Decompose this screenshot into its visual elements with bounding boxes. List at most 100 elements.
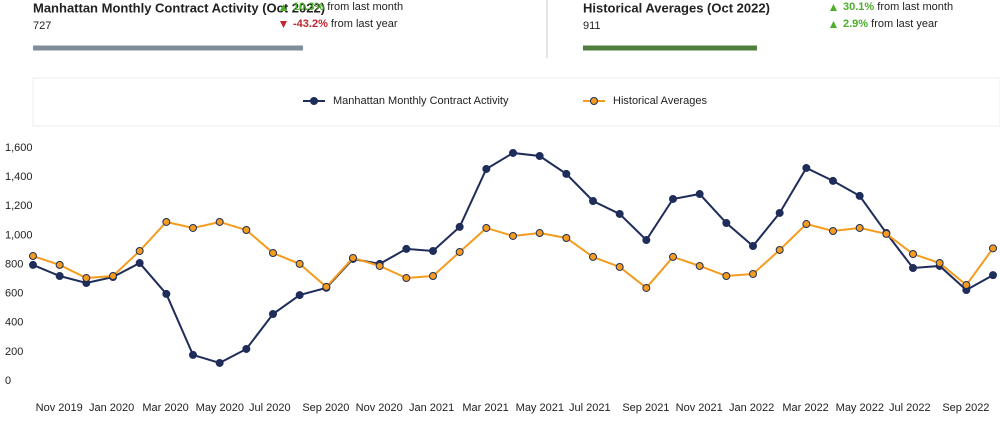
data-point — [55, 260, 64, 269]
x-tick-label: May 2020 — [196, 402, 244, 414]
y-tick-label: 200 — [5, 346, 23, 358]
data-point — [615, 209, 624, 218]
change-arrow — [830, 4, 837, 11]
change-arrow — [280, 4, 287, 11]
legend-label: Historical Averages — [613, 95, 707, 107]
change-arrow — [280, 21, 287, 28]
x-tick-label: Jul 2022 — [889, 402, 931, 414]
change-pct: 10.3% — [293, 1, 324, 13]
data-point — [295, 291, 304, 300]
y-tick-label: 1,200 — [5, 200, 33, 212]
data-point — [189, 350, 197, 359]
y-tick-label: 600 — [5, 288, 23, 300]
data-point — [909, 250, 917, 259]
data-point — [535, 229, 544, 238]
change-pct: 30.1% — [843, 1, 874, 13]
x-tick-label: Mar 2020 — [142, 402, 188, 414]
data-point — [269, 248, 277, 257]
y-tick-label: 400 — [5, 317, 23, 329]
data-point — [29, 260, 37, 269]
x-tick-label: Jan 2022 — [729, 402, 774, 414]
data-point — [722, 218, 731, 227]
x-tick-label: Sep 2021 — [622, 402, 669, 414]
x-tick-label: Mar 2022 — [782, 402, 828, 414]
data-point — [189, 223, 197, 232]
stat-title: Historical Averages (Oct 2022) — [583, 0, 770, 15]
x-tick-label: Sep 2020 — [302, 402, 349, 414]
data-point — [402, 244, 411, 253]
change-text: from last year — [868, 18, 938, 30]
stat-value: 727 — [33, 20, 51, 32]
data-point — [375, 261, 384, 270]
data-point — [535, 152, 544, 161]
data-point — [215, 217, 224, 226]
data-point — [935, 259, 944, 268]
y-tick-label: 1,600 — [5, 142, 33, 154]
data-point — [135, 259, 144, 268]
data-point — [242, 344, 251, 353]
data-point — [562, 169, 571, 178]
legend-marker — [590, 97, 598, 105]
data-point — [429, 246, 437, 255]
data-point — [82, 274, 91, 283]
data-point — [429, 272, 437, 281]
y-tick-label: 1,400 — [5, 171, 33, 183]
change-pct: -43.2% — [293, 18, 328, 30]
data-point — [215, 358, 224, 367]
data-point — [509, 231, 517, 240]
change-text: from last month — [324, 1, 403, 13]
data-point — [669, 194, 677, 203]
data-point — [962, 281, 971, 290]
data-point — [909, 263, 917, 272]
x-tick-label: Jan 2020 — [89, 402, 134, 414]
stat-title: Manhattan Monthly Contract Activity (Oct… — [33, 0, 325, 15]
data-point — [775, 208, 784, 217]
data-point — [509, 148, 517, 157]
data-point — [482, 223, 491, 232]
data-point — [402, 274, 411, 283]
change-pct: 30.1% from last month — [843, 1, 953, 13]
data-point — [989, 244, 997, 253]
data-point — [455, 247, 464, 256]
data-point — [589, 197, 597, 206]
data-point — [695, 190, 704, 199]
series-line — [32, 220, 994, 290]
data-point — [109, 272, 117, 281]
data-point — [855, 223, 864, 232]
data-point — [349, 253, 357, 262]
data-point — [642, 236, 651, 245]
x-tick-label: Nov 2021 — [676, 402, 723, 414]
change-pct: 2.9% from last year — [843, 18, 938, 30]
data-point — [482, 164, 491, 173]
data-point — [855, 191, 864, 200]
data-point — [135, 246, 144, 255]
data-point — [802, 163, 811, 172]
data-point — [989, 271, 997, 280]
data-point — [455, 222, 464, 231]
data-point — [669, 252, 677, 261]
x-tick-label: Nov 2019 — [36, 402, 83, 414]
data-point — [882, 229, 891, 238]
x-tick-label: Jul 2020 — [249, 402, 291, 414]
data-point — [29, 252, 37, 261]
data-point — [829, 227, 837, 236]
change-arrow — [830, 21, 837, 28]
data-point — [322, 282, 331, 291]
data-point — [775, 245, 784, 254]
data-point — [295, 259, 304, 268]
data-point — [802, 220, 811, 229]
x-tick-label: May 2022 — [836, 402, 884, 414]
data-point — [749, 269, 757, 278]
y-tick-label: 1,000 — [5, 229, 33, 241]
change-pct: 10.3% from last month — [293, 1, 403, 13]
data-point — [162, 217, 171, 226]
data-point — [749, 242, 757, 251]
data-point — [162, 289, 171, 298]
data-point — [829, 176, 837, 185]
legend-marker — [310, 97, 318, 105]
data-point — [722, 272, 731, 281]
data-point — [55, 272, 64, 281]
change-text: from last month — [874, 1, 953, 13]
x-tick-label: Jul 2021 — [569, 402, 611, 414]
